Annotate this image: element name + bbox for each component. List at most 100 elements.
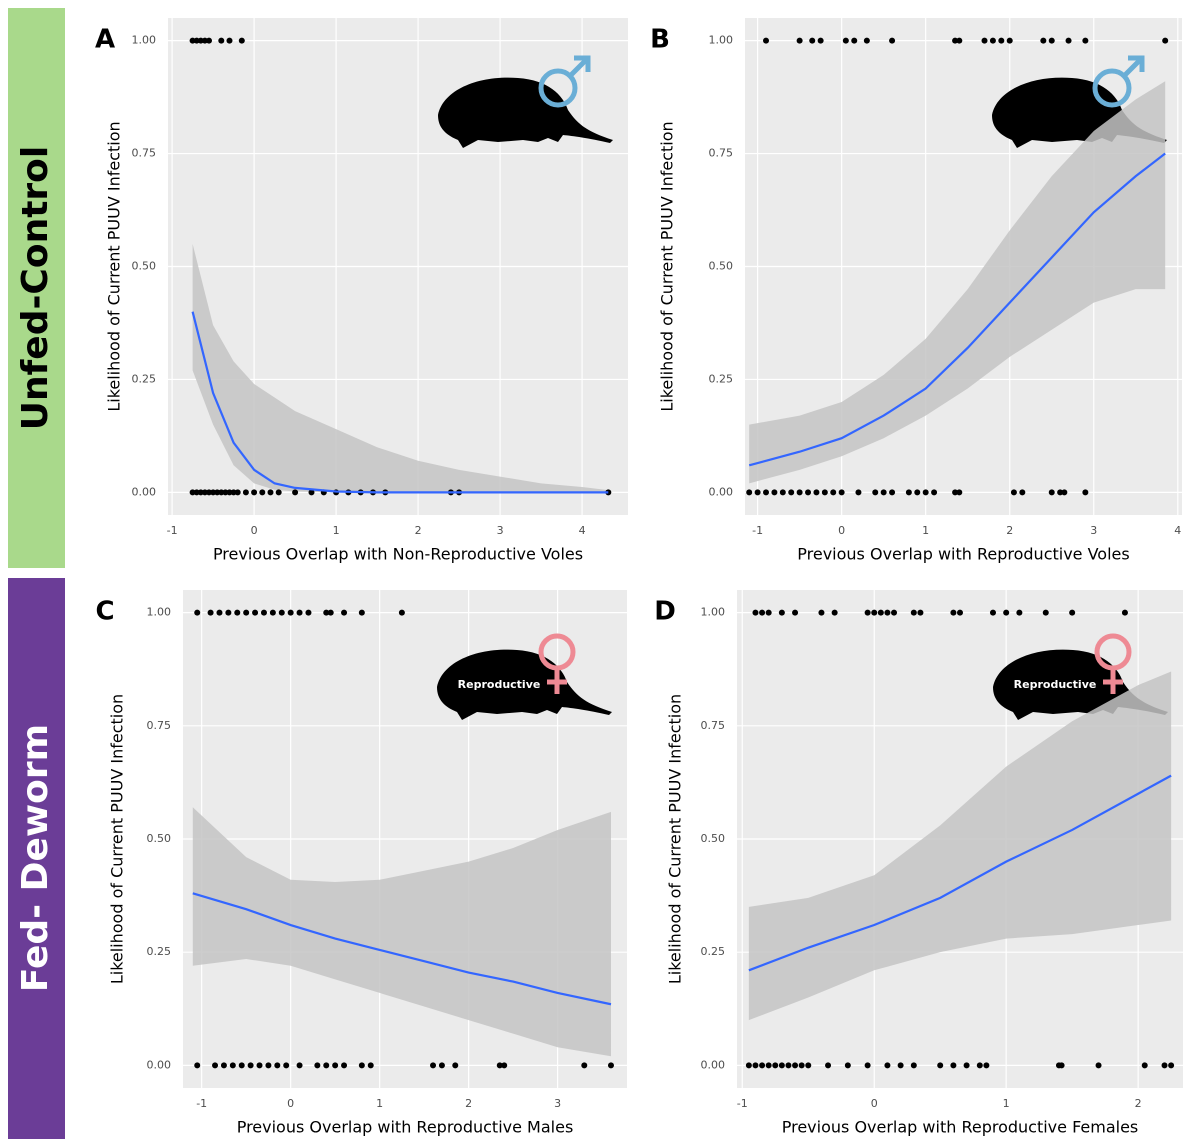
data-point [797, 489, 803, 495]
data-point [917, 610, 923, 616]
data-point [1011, 489, 1017, 495]
data-point [1059, 1062, 1065, 1068]
x-axis-title: Previous Overlap with Reproductive Males [237, 1118, 574, 1137]
y-tick-label: 0.00 [147, 1058, 172, 1071]
data-point [314, 1062, 320, 1068]
panel-label: D [654, 597, 676, 627]
data-point [884, 610, 890, 616]
y-tick-label: 0.50 [701, 832, 726, 845]
data-point [259, 489, 265, 495]
data-point [805, 489, 811, 495]
data-point [1061, 489, 1067, 495]
y-tick-label: 0.00 [701, 1058, 726, 1071]
data-point [872, 489, 878, 495]
data-point [889, 489, 895, 495]
data-point [1003, 610, 1009, 616]
x-tick-label: 0 [251, 524, 258, 537]
data-point [805, 1062, 811, 1068]
data-point [1049, 489, 1055, 495]
data-point [1096, 1062, 1102, 1068]
y-tick-label: 1.00 [701, 606, 726, 619]
data-point [341, 610, 347, 616]
data-point [982, 38, 988, 44]
data-point [452, 1062, 458, 1068]
page: {"row_labels": ["Unfed-Control", "Fed- D… [0, 0, 1184, 1139]
data-point [752, 1062, 758, 1068]
data-point [208, 610, 214, 616]
figure: Unfed-Control Fed- Deworm 0.000.250.500.… [0, 0, 1184, 1139]
data-point [957, 610, 963, 616]
data-point [341, 1062, 347, 1068]
y-tick-label: 0.25 [709, 372, 734, 385]
data-point [937, 1062, 943, 1068]
data-point [813, 489, 819, 495]
data-point [759, 1062, 765, 1068]
y-tick-label: 0.50 [147, 832, 172, 845]
data-point [1082, 489, 1088, 495]
data-point [261, 610, 267, 616]
data-point [1066, 38, 1072, 44]
data-point [855, 489, 861, 495]
data-point [911, 610, 917, 616]
y-tick-label: 0.75 [701, 719, 726, 732]
data-point [759, 610, 765, 616]
data-point [766, 1062, 772, 1068]
data-point [1162, 1062, 1168, 1068]
data-point [359, 1062, 365, 1068]
data-point [288, 610, 294, 616]
data-point [359, 610, 365, 616]
data-point [788, 489, 794, 495]
data-point [755, 489, 761, 495]
data-point [1142, 1062, 1148, 1068]
x-axis-title: Previous Overlap with Reproductive Femal… [782, 1118, 1139, 1137]
data-point [276, 489, 282, 495]
x-tick-label: 2 [465, 1097, 472, 1110]
data-point [871, 610, 877, 616]
data-point [226, 38, 232, 44]
data-point [1007, 38, 1013, 44]
data-point [430, 1062, 436, 1068]
data-point [225, 610, 231, 616]
data-point [252, 610, 258, 616]
data-point [212, 1062, 218, 1068]
x-tick-label: 1 [333, 524, 340, 537]
y-tick-label: 0.00 [132, 485, 157, 498]
x-tick-label: 0 [871, 1097, 878, 1110]
x-tick-label: 0 [838, 524, 845, 537]
data-point [839, 489, 845, 495]
data-point [328, 610, 334, 616]
data-point [779, 610, 785, 616]
data-point [399, 610, 405, 616]
data-point [983, 1062, 989, 1068]
data-point [746, 1062, 752, 1068]
x-tick-label: 1 [922, 524, 929, 537]
data-point [977, 1062, 983, 1068]
data-point [746, 489, 752, 495]
data-point [865, 1062, 871, 1068]
x-tick-label: 4 [579, 524, 586, 537]
data-point [822, 489, 828, 495]
data-point [851, 38, 857, 44]
data-point [771, 489, 777, 495]
data-point [501, 1062, 507, 1068]
x-axis-title: Previous Overlap with Reproductive Voles [797, 545, 1129, 564]
data-point [931, 489, 937, 495]
data-point [230, 1062, 236, 1068]
data-point [1122, 610, 1128, 616]
data-point [265, 1062, 271, 1068]
data-point [818, 610, 824, 616]
panel-label: C [95, 597, 114, 627]
y-tick-label: 0.25 [701, 945, 726, 958]
data-point [297, 610, 303, 616]
data-point [843, 38, 849, 44]
data-point [964, 1062, 970, 1068]
x-axis-title: Previous Overlap with Non-Reproductive V… [213, 545, 583, 564]
y-axis-title: Likelihood of Current PUUV Infection [658, 121, 677, 411]
x-tick-label: -1 [752, 524, 763, 537]
x-tick-label: -1 [737, 1097, 748, 1110]
x-tick-label: 3 [497, 524, 504, 537]
data-point [830, 489, 836, 495]
data-point [243, 610, 249, 616]
data-point [239, 1062, 245, 1068]
data-point [772, 1062, 778, 1068]
